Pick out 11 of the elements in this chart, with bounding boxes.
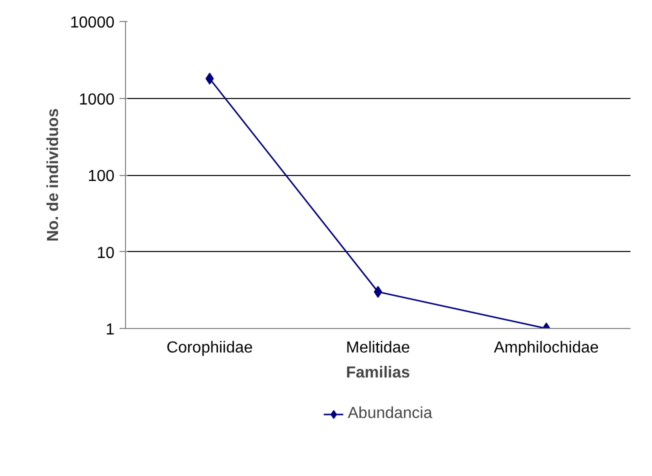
y-axis-title: No. de individuos — [45, 108, 62, 242]
y-tick-label: 10 — [96, 244, 115, 262]
x-tick-label: Amphilochidae — [494, 340, 599, 356]
y-tick-label: 1000 — [78, 91, 115, 108]
legend-label: Abundancia — [348, 405, 432, 423]
y-tick-label: 10000 — [70, 14, 115, 32]
y-tick-label: 100 — [88, 168, 115, 185]
x-tick-label: Melitidae — [346, 340, 410, 356]
x-axis-title: Familias — [346, 364, 410, 382]
x-tick-label: Corophiidae — [166, 340, 253, 356]
y-tick-label: 1 — [106, 322, 115, 338]
